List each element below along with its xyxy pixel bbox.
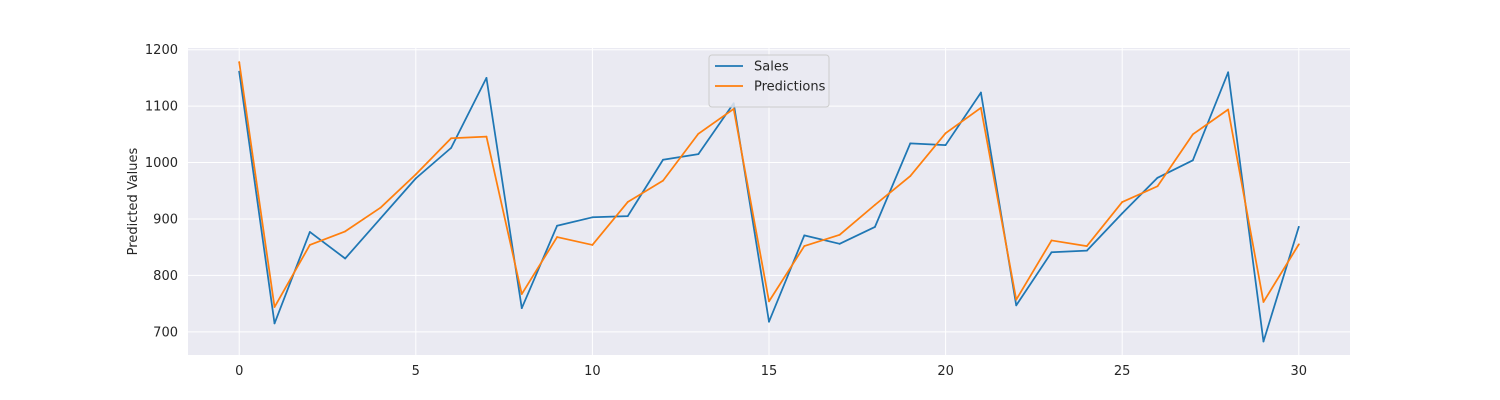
legend-box: [708, 54, 830, 108]
data-point: [591, 216, 594, 219]
x-tick-label: 5: [412, 364, 420, 379]
series-predictions: [238, 61, 1300, 308]
data-point: [450, 137, 453, 140]
data-point: [874, 203, 876, 206]
grid-lines: [188, 48, 1350, 355]
data-point: [520, 307, 523, 310]
legend-label: Predictions: [754, 80, 826, 95]
legend-label: Sales: [754, 60, 789, 75]
data-point: [768, 320, 770, 323]
data-point: [944, 144, 947, 146]
data-point: [414, 177, 417, 180]
data-point: [732, 108, 735, 110]
data-point: [1050, 251, 1053, 254]
y-axis-label: Predicted Values: [126, 147, 141, 255]
data-point: [803, 234, 806, 237]
legend-item: Predictions: [715, 80, 826, 95]
x-tick-label: 25: [1114, 364, 1131, 379]
data-point: [1121, 201, 1124, 203]
data-point: [379, 206, 382, 209]
data-point: [874, 226, 876, 228]
x-tick-label: 30: [1291, 364, 1308, 379]
x-tick-label: 0: [235, 364, 243, 379]
data-point: [414, 173, 417, 176]
y-tick-label: 700: [153, 325, 178, 340]
data-point: [1121, 212, 1124, 215]
data-point: [1050, 239, 1053, 242]
data-point: [1015, 304, 1018, 307]
data-point: [838, 233, 841, 236]
data-point: [1262, 301, 1265, 303]
data-point: [1085, 249, 1088, 252]
x-tick-label: 10: [584, 364, 601, 379]
data-point: [1262, 340, 1265, 343]
legend-item: Sales: [715, 60, 789, 75]
data-point: [980, 91, 982, 94]
data-point: [980, 106, 982, 109]
legend: Sales Predictions: [708, 54, 830, 108]
data-point: [1156, 176, 1159, 179]
y-tick-label: 800: [153, 269, 178, 284]
data-point: [697, 153, 700, 156]
data-point: [1191, 133, 1194, 136]
data-point: [1015, 298, 1018, 301]
data-point: [662, 158, 664, 161]
data-point: [273, 306, 276, 308]
y-tick-label: 900: [153, 212, 178, 227]
data-point: [909, 142, 912, 145]
series-sales: [238, 70, 1300, 343]
x-tick-label: 15: [761, 364, 778, 379]
data-point: [1085, 245, 1088, 247]
data-point: [1227, 108, 1230, 111]
data-point: [626, 201, 629, 203]
series-layer: [238, 61, 1300, 343]
data-point: [485, 135, 488, 138]
data-point: [909, 175, 912, 178]
data-point: [344, 230, 347, 233]
data-point: [450, 146, 453, 149]
data-point: [308, 244, 311, 246]
tick-labels: 0 5 10 15 20 25 30 700 800 900 1000 1100 1200: [145, 43, 1307, 379]
data-point: [485, 77, 488, 79]
data-point: [556, 224, 558, 227]
data-point: [838, 242, 841, 245]
data-point: [344, 257, 347, 260]
data-point: [556, 236, 558, 238]
data-point: [1297, 226, 1300, 228]
data-point: [591, 244, 594, 246]
data-point: [944, 132, 947, 135]
data-point: [626, 215, 629, 218]
data-point: [662, 179, 664, 182]
data-point: [803, 245, 806, 247]
y-tick-label: 1100: [145, 100, 178, 115]
data-point: [1191, 159, 1194, 162]
data-point: [1227, 71, 1230, 74]
data-point: [379, 217, 382, 220]
x-tick-label: 20: [937, 364, 954, 379]
data-point: [768, 300, 770, 303]
data-point: [1156, 185, 1159, 188]
data-point: [697, 132, 700, 135]
y-tick-label: 1200: [145, 43, 178, 58]
data-point: [1297, 243, 1300, 246]
data-point: [308, 231, 311, 233]
data-point: [273, 322, 276, 325]
data-point: [238, 61, 241, 64]
y-tick-label: 1000: [145, 156, 178, 171]
data-point: [520, 293, 523, 295]
